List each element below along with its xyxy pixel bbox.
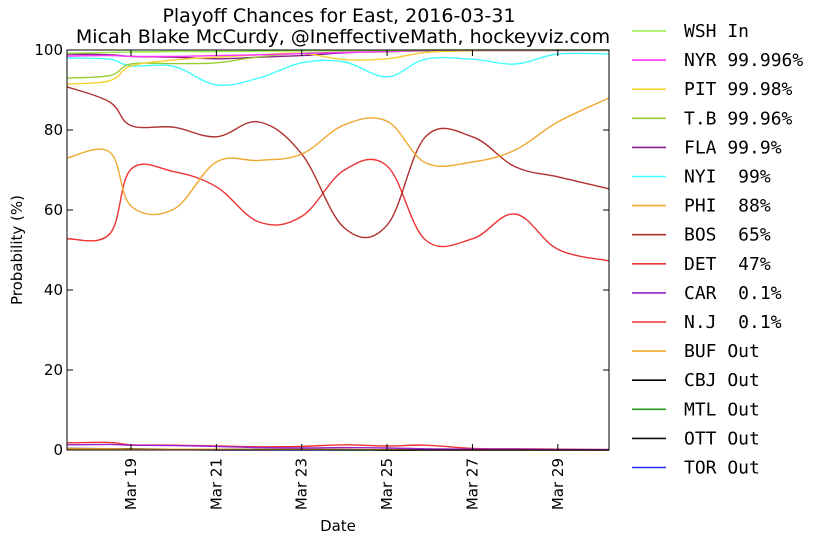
y-tick-label: 100 <box>34 41 63 59</box>
legend-label-cbj: CBJ Out <box>684 370 760 391</box>
y-tick-label: 20 <box>44 361 63 379</box>
series-line-pit <box>66 49 610 85</box>
legend-label-nyr: NYR 99.996% <box>684 50 803 71</box>
legend-label-fla: FLA 99.9% <box>684 137 782 158</box>
legend-label-mtl: MTL Out <box>684 399 760 420</box>
y-tick-label: 0 <box>53 441 63 459</box>
series-line-det <box>66 158 610 262</box>
x-axis-label: Date <box>320 517 356 535</box>
series-line-tb <box>66 49 610 79</box>
legend-label-pit: PIT 99.98% <box>684 79 793 100</box>
legend-label-phi: PHI 88% <box>684 196 771 217</box>
series-line-car <box>66 443 610 451</box>
x-tick-label: Mar 23 <box>293 458 311 510</box>
legend-label-car: CAR 0.1% <box>684 283 782 304</box>
y-tick-label: 40 <box>44 281 63 299</box>
chart-subtitle: Micah Blake McCurdy, @IneffectiveMath, h… <box>76 26 610 48</box>
y-axis: 0 20 40 60 80 100 <box>34 41 609 459</box>
legend-label-wsh: WSH In <box>684 21 749 42</box>
x-tick-label: Mar 25 <box>378 458 396 510</box>
legend-label-nj: N.J 0.1% <box>684 312 782 333</box>
x-tick-label: Mar 19 <box>122 458 140 510</box>
legend-label-tb: T.B 99.96% <box>684 108 793 129</box>
y-tick-label: 60 <box>44 201 63 219</box>
legend-label-det: DET 47% <box>684 254 771 275</box>
x-axis: Mar 19 Mar 21 Mar 23 Mar 25 Mar 27 Mar 29 <box>122 50 567 510</box>
series-line-phi <box>66 97 610 216</box>
x-tick-label: Mar 21 <box>207 458 225 510</box>
series-layer <box>66 49 610 451</box>
plot-frame <box>66 49 610 451</box>
chart-title: Playoff Chances for East, 2016-03-31 <box>162 5 515 27</box>
x-tick-label: Mar 27 <box>463 458 481 510</box>
x-tick-label: Mar 29 <box>549 458 567 510</box>
legend-label-bos: BOS 65% <box>684 225 771 246</box>
series-line-nyi <box>66 52 610 86</box>
y-axis-label: Probability (%) <box>8 195 26 305</box>
series-line-bos <box>66 86 610 239</box>
legend: WSH In NYR 99.996% PIT 99.98% T.B 99.96% FLA… <box>632 21 803 479</box>
legend-label-tor: TOR Out <box>684 458 760 479</box>
y-tick-label: 80 <box>44 121 63 139</box>
legend-label-ott: OTT Out <box>684 428 760 449</box>
legend-label-nyi: NYI 99% <box>684 167 771 188</box>
legend-label-buf: BUF Out <box>684 341 760 362</box>
